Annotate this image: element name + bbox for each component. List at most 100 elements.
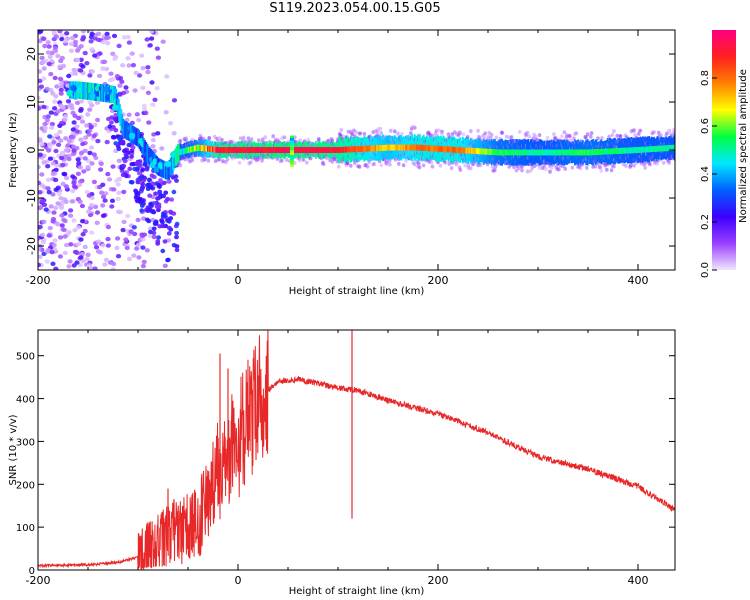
halo-cell: [298, 138, 303, 143]
noise-cell: [58, 58, 64, 64]
noise-cell: [133, 188, 139, 193]
noise-cell: [38, 190, 43, 195]
noise-cell: [121, 163, 127, 169]
halo-cell: [527, 134, 531, 139]
noise-cell: [38, 205, 43, 211]
noise-cell: [134, 112, 140, 117]
noise-cell: [171, 98, 178, 103]
halo-cell: [443, 160, 448, 165]
noise-cell: [97, 250, 103, 255]
ridge-cell: [103, 86, 110, 93]
noise-cell: [60, 162, 66, 168]
halo-cell: [529, 168, 533, 173]
halo-cell: [659, 133, 663, 138]
noise-cell: [140, 167, 146, 172]
halo-cell: [553, 136, 558, 141]
noise-cell: [55, 53, 61, 59]
halo-cell: [458, 168, 463, 172]
halo-cell: [190, 158, 195, 163]
halo-cell: [225, 157, 230, 162]
noise-cell: [155, 241, 161, 246]
noise-cell: [124, 245, 130, 251]
noise-cell: [122, 148, 127, 154]
halo-cell: [263, 135, 268, 140]
noise-cell: [55, 222, 61, 227]
noise-cell: [70, 35, 76, 41]
noise-cell: [107, 124, 113, 129]
halo-cell: [632, 163, 636, 168]
noise-cell: [52, 99, 58, 104]
noise-cell: [91, 152, 97, 157]
halo-cell: [237, 160, 242, 165]
noise-cell: [100, 39, 107, 45]
noise-cell: [154, 86, 160, 91]
noise-cell: [80, 258, 86, 264]
noise-cell: [166, 225, 172, 231]
noise-cell: [92, 266, 98, 270]
noise-cell: [59, 200, 65, 206]
noise-cell: [105, 41, 111, 46]
noise-cell: [132, 166, 138, 172]
noise-cell: [141, 232, 148, 237]
noise-cell: [150, 137, 156, 143]
noise-cell: [162, 239, 168, 244]
noise-cell: [174, 247, 180, 253]
noise-cell: [48, 204, 54, 209]
noise-cell: [98, 161, 104, 166]
halo-cell: [548, 169, 552, 174]
noise-cell: [80, 141, 86, 147]
noise-cell: [100, 213, 106, 218]
noise-cell: [170, 175, 176, 180]
noise-cell: [94, 117, 101, 123]
noise-cell: [144, 217, 150, 222]
noise-cell: [157, 184, 162, 189]
noise-cell: [63, 38, 69, 44]
noise-cell: [129, 180, 135, 185]
noise-cell: [116, 190, 122, 195]
noise-cell: [48, 71, 54, 77]
noise-cell: [145, 69, 151, 75]
noise-cell: [154, 46, 160, 51]
noise-cell: [71, 218, 77, 223]
halo-cell: [505, 134, 509, 139]
halo-cell: [317, 137, 321, 141]
noise-cell: [62, 250, 68, 256]
noise-cell: [157, 189, 163, 194]
noise-cell: [114, 245, 120, 251]
noise-cell: [70, 188, 76, 194]
noise-cell: [63, 184, 69, 189]
noise-cell: [38, 84, 45, 89]
noise-cell: [136, 117, 142, 123]
noise-cell: [109, 198, 116, 203]
noise-cell: [154, 181, 160, 186]
halo-cell: [349, 163, 353, 168]
noise-cell: [87, 107, 93, 112]
noise-cell: [74, 124, 80, 129]
noise-cell: [148, 201, 154, 207]
noise-cell: [55, 201, 61, 206]
halo-cell: [401, 163, 406, 168]
noise-cell: [80, 232, 86, 237]
noise-cell: [45, 186, 51, 191]
halo-cell: [357, 164, 362, 169]
noise-cell: [59, 150, 65, 156]
noise-cell: [114, 119, 120, 124]
noise-cell: [115, 144, 121, 149]
noise-cell: [70, 135, 76, 140]
noise-cell: [151, 210, 157, 215]
noise-cell: [139, 208, 145, 213]
noise-cell: [50, 219, 56, 224]
noise-cell: [47, 54, 53, 60]
noise-cell: [156, 235, 162, 240]
noise-cell: [86, 132, 92, 137]
noise-cell: [117, 91, 123, 97]
halo-cell: [612, 164, 616, 169]
noise-cell: [159, 218, 165, 223]
ridge-cell: [153, 166, 161, 173]
noise-cell: [66, 138, 72, 144]
noise-cell: [50, 161, 56, 166]
halo-cell: [648, 162, 652, 167]
noise-cell: [120, 227, 126, 233]
halo-cell: [461, 132, 466, 137]
noise-cell: [134, 162, 140, 167]
